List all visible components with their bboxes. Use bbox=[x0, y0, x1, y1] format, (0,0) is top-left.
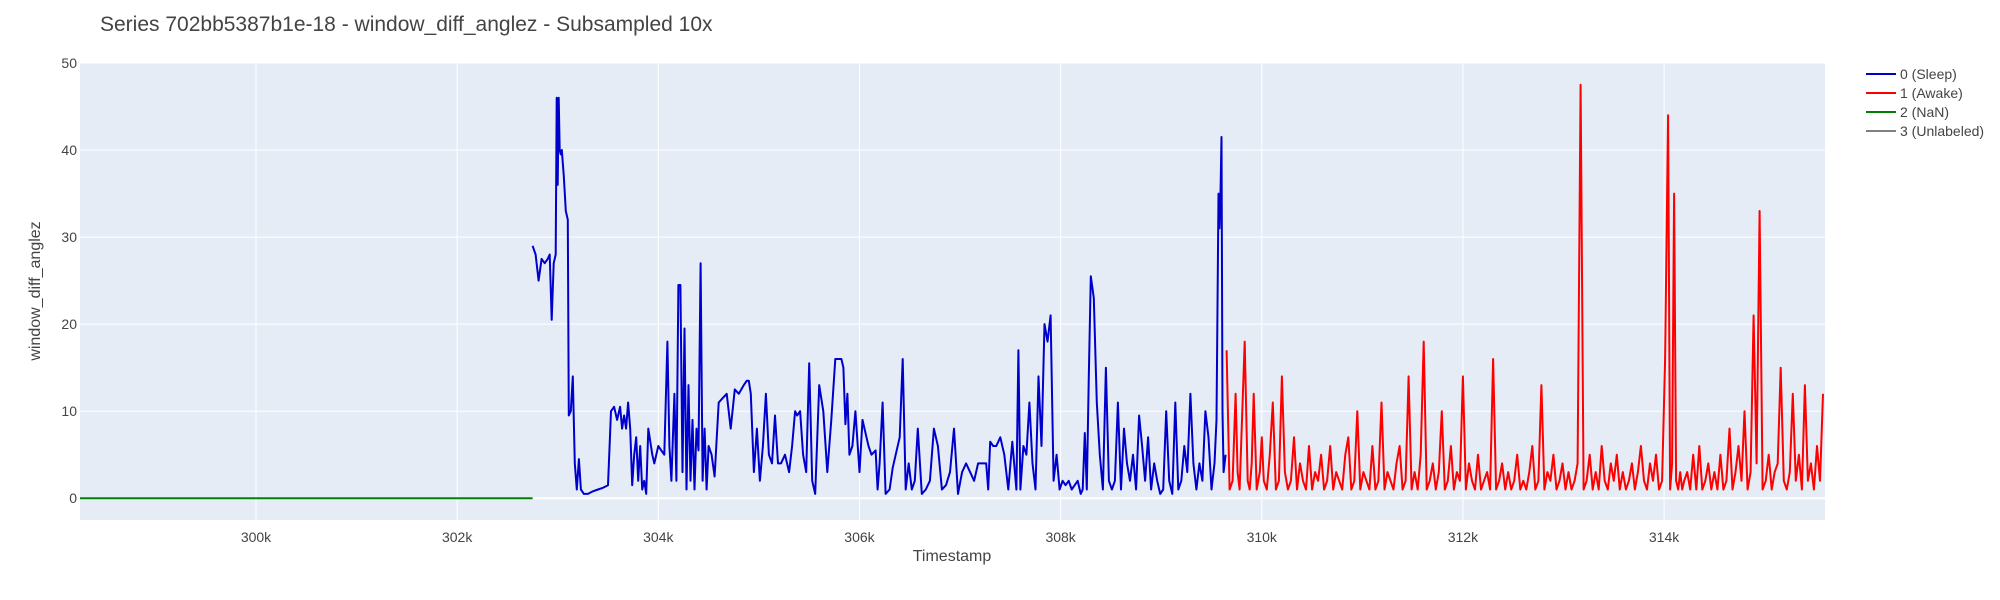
legend-label: 2 (NaN) bbox=[1900, 104, 1949, 120]
y-tick-label: 10 bbox=[61, 403, 77, 419]
x-tick-label: 310k bbox=[1247, 529, 1278, 545]
x-tick-label: 308k bbox=[1045, 529, 1076, 545]
x-tick-label: 306k bbox=[844, 529, 875, 545]
x-tick-label: 304k bbox=[643, 529, 674, 545]
y-axis-label: window_diff_anglez bbox=[27, 221, 44, 361]
y-tick-label: 30 bbox=[61, 229, 77, 245]
x-axis-label: Timestamp bbox=[913, 548, 992, 565]
legend-item[interactable]: 2 (NaN) bbox=[1866, 104, 1949, 120]
x-tick-label: 300k bbox=[241, 529, 272, 545]
legend-label: 1 (Awake) bbox=[1900, 85, 1963, 101]
y-tick-label: 40 bbox=[61, 142, 77, 158]
x-axis-ticks: 300k 302k 304k 306k 308k 310k 312k 314k bbox=[241, 529, 1680, 545]
legend-item[interactable]: 0 (Sleep) bbox=[1866, 66, 1957, 82]
y-axis-ticks: 0 10 20 30 40 50 bbox=[61, 55, 77, 506]
x-tick-label: 314k bbox=[1649, 529, 1680, 545]
legend-item[interactable]: 1 (Awake) bbox=[1866, 85, 1963, 101]
legend-label: 3 (Unlabeled) bbox=[1900, 123, 1984, 139]
x-tick-label: 302k bbox=[442, 529, 473, 545]
y-tick-label: 0 bbox=[69, 490, 77, 506]
y-tick-label: 50 bbox=[61, 55, 77, 71]
legend-item[interactable]: 3 (Unlabeled) bbox=[1866, 123, 1984, 139]
y-tick-label: 20 bbox=[61, 316, 77, 332]
chart-title: Series 702bb5387b1e-18 - window_diff_ang… bbox=[100, 13, 713, 36]
legend[interactable]: 0 (Sleep) 1 (Awake) 2 (NaN) 3 (Unlabeled) bbox=[1866, 66, 1984, 139]
legend-label: 0 (Sleep) bbox=[1900, 66, 1957, 82]
x-tick-label: 312k bbox=[1448, 529, 1479, 545]
